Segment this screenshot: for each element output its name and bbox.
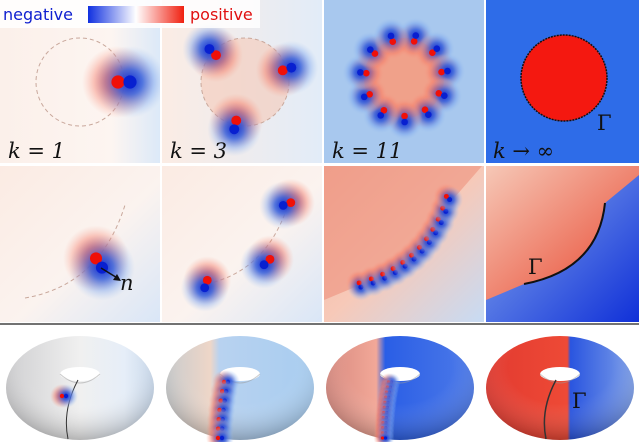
dipole-neg bbox=[447, 197, 453, 203]
torus-shade bbox=[166, 336, 314, 440]
torus-hole bbox=[540, 367, 580, 381]
panel-label: k = 1 bbox=[8, 139, 65, 163]
dipole-neg bbox=[63, 393, 69, 399]
dipole-neg bbox=[357, 69, 364, 76]
arrowhead bbox=[113, 274, 121, 281]
boundary-curve bbox=[65, 379, 79, 440]
dipole-neg bbox=[286, 62, 297, 73]
dipole-pos bbox=[438, 68, 445, 76]
torus-hole-edge bbox=[539, 373, 581, 384]
dipole-neg bbox=[360, 93, 368, 101]
normal-label: n bbox=[120, 271, 134, 295]
dipole-pos bbox=[389, 38, 397, 46]
dipole-pos bbox=[215, 435, 221, 441]
dipole-neg bbox=[377, 112, 385, 119]
dipole-pos bbox=[277, 65, 288, 76]
dipole-neg bbox=[278, 200, 288, 210]
dipole-pos bbox=[231, 115, 242, 126]
dipole-pos bbox=[363, 69, 370, 77]
dipole-pos bbox=[410, 38, 418, 45]
torus-shade bbox=[486, 336, 634, 440]
dipole-neg bbox=[425, 111, 432, 118]
dipole-neg bbox=[229, 124, 240, 135]
dipole-pos bbox=[211, 50, 221, 61]
dipole-pos bbox=[286, 198, 296, 208]
dipole-neg bbox=[383, 436, 388, 440]
dipole-pos bbox=[435, 89, 443, 97]
boundary-label: Γ bbox=[572, 389, 587, 413]
colorbar bbox=[88, 6, 184, 23]
boundary bbox=[523, 202, 606, 285]
dipole-pos bbox=[380, 106, 388, 114]
dipole-pos bbox=[380, 436, 385, 440]
dipole-neg bbox=[204, 44, 215, 54]
dipole-neg bbox=[444, 67, 451, 75]
colorbar-label: positive bbox=[190, 5, 253, 24]
dipole-pos bbox=[401, 112, 408, 120]
dipole-neg bbox=[123, 75, 137, 89]
panel-label: k = 11 bbox=[332, 139, 402, 163]
dipole-pos bbox=[371, 50, 379, 57]
dipole-neg bbox=[401, 118, 408, 126]
dipole-pos bbox=[89, 252, 103, 265]
torus-shade bbox=[6, 336, 154, 440]
dipole-neg bbox=[367, 46, 374, 53]
dipole-pos bbox=[421, 106, 429, 113]
boundary-label: Γ bbox=[528, 255, 543, 279]
glow bbox=[376, 429, 395, 442]
dipole-neg bbox=[259, 260, 269, 270]
colorbar-label: negative bbox=[3, 5, 73, 24]
dipole-pos bbox=[265, 254, 275, 264]
panel-label: k = 3 bbox=[170, 139, 227, 163]
torus-hole-edge bbox=[59, 373, 101, 384]
torus-hole bbox=[60, 367, 100, 381]
dipole-neg bbox=[440, 92, 448, 99]
region bbox=[486, 166, 639, 300]
dipole-neg bbox=[387, 32, 395, 40]
dipole-pos bbox=[366, 90, 373, 98]
dipole-neg bbox=[219, 435, 225, 441]
dipole-neg bbox=[200, 283, 210, 293]
dipole-pos bbox=[429, 49, 436, 56]
dipole-neg bbox=[412, 32, 420, 39]
dipole-pos bbox=[202, 275, 212, 285]
dipole-pos bbox=[443, 193, 449, 199]
dipole-pos bbox=[111, 75, 125, 89]
dipole-neg bbox=[433, 45, 441, 52]
boundary-label: Γ bbox=[597, 111, 612, 135]
dipole-pos bbox=[59, 393, 65, 399]
boundary-curve bbox=[543, 379, 557, 440]
panel-label: k → ∞ bbox=[493, 139, 554, 163]
torus-shade bbox=[326, 336, 474, 440]
disk bbox=[520, 34, 608, 122]
